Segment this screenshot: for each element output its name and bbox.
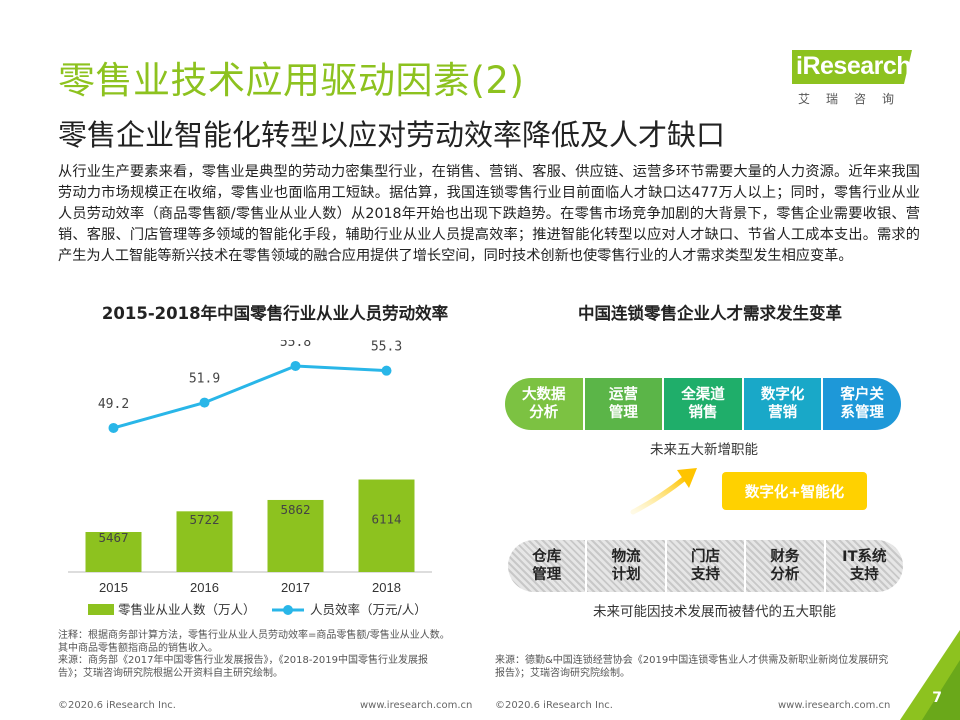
intro-paragraph: 从行业生产要素来看，零售业是典型的劳动力密集型行业，在销售、营销、客服、供应链、… [58,164,920,264]
efficiency-value-label: 55.8 [280,340,311,350]
new-role-2: 全渠道 销售 [664,378,744,430]
new-role-label: 全渠道 销售 [681,387,725,421]
page-subtitle: 零售企业智能化转型以应对劳动效率降低及人才缺口 [58,118,726,152]
new-role-label: 客户关 系管理 [840,387,884,421]
labor-efficiency-chart: 5467 2015 5722 2016 5862 2017 6114 2018 49.2 51.9… [68,340,432,617]
left-notes: 注释：根据商务部计算方法，零售行业从业人员劳动效率=商品零售额/零售业从业人数。… [58,630,478,680]
replaced-role-label: IT系统 支持 [842,549,887,583]
legend-swatch-bars [88,604,114,615]
logo-wordmark: iResearch [796,52,912,81]
replaced-role-3: 财务 分析 [746,540,826,592]
page-title: 零售业技术应用驱动因素(2) [58,59,525,102]
efficiency-value-label: 49.2 [98,397,129,412]
iresearch-logo: iResearch 艾瑞咨询 [792,50,912,112]
right-chart-title: 中国连锁零售企业人才需求发生变革 [578,304,842,323]
new-role-label: 运营 管理 [608,387,638,421]
replaced-role-2: 门店 支持 [667,540,747,592]
new-role-1: 运营 管理 [584,378,665,430]
footer-url-right: www.iresearch.com.cn [778,700,891,711]
replaced-roles-band: 仓库 管理 物流 计划 门店 支持 财务 分析 IT系统 支持 [508,540,903,592]
bar-value-label: 5862 [280,502,310,517]
efficiency-line [113,364,387,430]
legend-label-line: 人员效率（万元/人） [310,602,427,617]
x-tick-label: 2017 [281,580,310,595]
replaced-role-1: 物流 计划 [587,540,667,592]
x-tick-label: 2016 [190,580,219,595]
note-line: 告》；艾瑞咨询研究院根据公开资料自主研究绘制。 [58,667,283,679]
logo-chinese: 艾瑞咨询 [798,92,911,106]
bar-2016 [176,511,233,572]
digital-intelligent-box: 数字化+智能化 [722,472,867,510]
footer-copyright-left: ©2020.6 iResearch Inc. [58,700,176,711]
bar-2018 [358,479,415,572]
note-line: 来源：商务部《2017年中国零售行业发展报告》，《2018-2019中国零售行业… [58,655,428,666]
x-tick-label: 2018 [372,580,401,595]
bar-2015 [85,532,142,572]
footer-copyright-right: ©2020.6 iResearch Inc. [495,700,613,711]
replaced-roles-caption: 未来可能因技术发展而被替代的五大职能 [593,604,836,620]
logo-badge-shape [792,50,912,84]
new-roles-caption: 未来五大新增职能 [650,442,758,458]
replaced-role-0: 仓库 管理 [508,540,588,592]
right-source: 来源：德勤&中国连锁经营协会《2019中国连锁零售业人才供需及新职业新岗位发展研… [495,655,915,680]
legend-swatch-line-dot [283,605,293,615]
replaced-role-label: 仓库 管理 [532,549,562,583]
legend-label-bars: 零售业从业人数（万人） [118,602,256,617]
new-role-label: 数字化 营销 [760,387,805,421]
logo-research: Research [802,52,912,80]
efficiency-point [199,397,210,408]
logo-i: i [796,52,803,80]
corner-decoration [900,630,960,720]
bar-value-label: 5467 [98,530,128,545]
efficiency-point [290,360,301,371]
efficiency-point [108,422,119,433]
new-role-3: 数字化 营销 [743,378,824,430]
new-roles-band: 大数据 分析 运营 管理 全渠道 销售 数字化 营销 客户关 系管理 [505,378,901,430]
replaced-role-label: 财务 分析 [770,549,800,583]
note-line: 其中商品零售额指商品的销售收入。 [58,642,218,654]
source-line: 报告》；艾瑞咨询研究院绘制。 [495,667,630,679]
page-number: 7 [932,690,942,706]
x-tick-label: 2015 [99,580,128,595]
footer-url-left: www.iresearch.com.cn [360,700,473,711]
bar-value-label: 6114 [371,512,401,527]
efficiency-value-label: 55.3 [371,340,402,355]
new-role-4: 客户关 系管理 [823,378,901,430]
replaced-role-4: IT系统 支持 [826,540,903,592]
upgrade-arrow-icon [630,468,697,515]
source-line: 来源：德勤&中国连锁经营协会《2019中国连锁零售业人才供需及新职业新岗位发展研… [495,655,889,666]
new-role-label: 大数据 分析 [522,387,566,421]
efficiency-point [381,365,392,376]
left-chart-title: 2015-2018年中国零售行业从业人员劳动效率 [101,304,449,323]
efficiency-value-label: 51.9 [189,372,220,387]
note-line: 注释：根据商务部计算方法，零售行业从业人员劳动效率=商品零售额/零售业从业人数。 [58,630,450,641]
bar-value-label: 5722 [189,512,219,527]
replaced-role-label: 门店 支持 [691,549,721,583]
new-role-0: 大数据 分析 [505,378,585,430]
replaced-role-label: 物流 计划 [611,549,641,583]
bar-2017 [267,499,324,572]
